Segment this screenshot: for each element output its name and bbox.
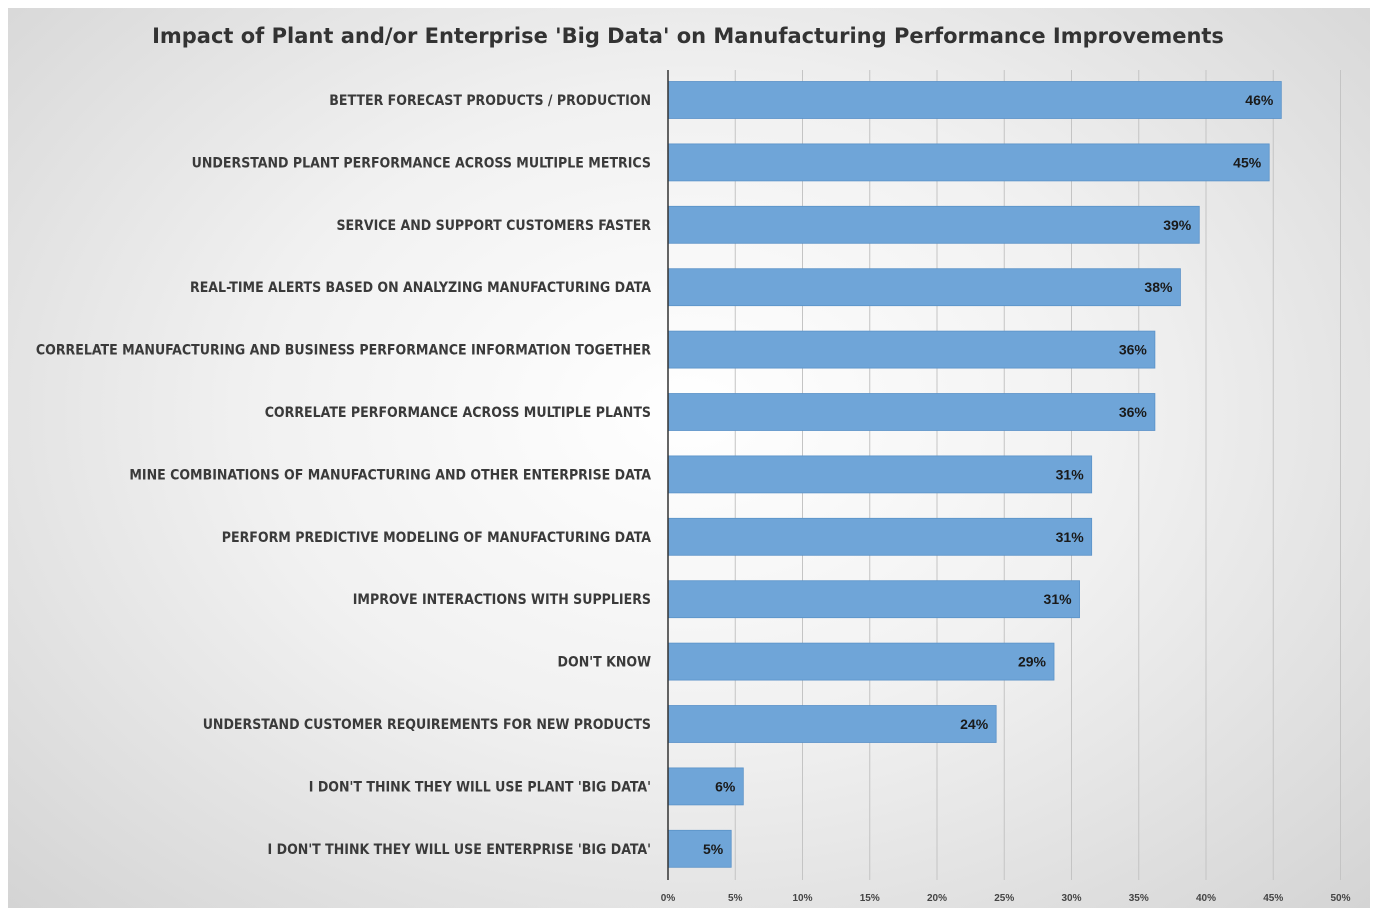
category-label: BETTER FORECAST PRODUCTS / PRODUCTION [329, 93, 651, 109]
bar [667, 268, 1181, 307]
bar-value-label: 38% [1144, 279, 1173, 295]
bar-value-label: 31% [1044, 591, 1073, 607]
category-label: MINE COMBINATIONS OF MANUFACTURING AND O… [129, 467, 651, 483]
chart-frame: Impact of Plant and/or Enterprise 'Big D… [8, 8, 1370, 908]
bars: 46% 45% 39% 38% 36% 36% 31% 31% 31% 29% 24% 6% 5% [667, 81, 1282, 868]
bar-value-label: 31% [1056, 466, 1085, 482]
x-tick-label: 30% [1061, 893, 1081, 904]
bar-value-label: 5% [703, 841, 724, 857]
x-tick-label: 0% [661, 893, 676, 904]
bar [667, 642, 1055, 681]
bar [667, 393, 1156, 431]
category-label: I DON'T THINK THEY WILL USE ENTERPRISE '… [268, 842, 651, 858]
chart-title: Impact of Plant and/or Enterprise 'Big D… [152, 24, 1224, 48]
x-tick-label: 40% [1196, 893, 1216, 904]
bar-value-label: 6% [715, 778, 736, 794]
bar-chart: Impact of Plant and/or Enterprise 'Big D… [36, 24, 1351, 904]
category-label: SERVICE AND SUPPORT CUSTOMERS FASTER [336, 218, 651, 234]
category-label: IMPROVE INTERACTIONS WITH SUPPLIERS [353, 592, 651, 608]
bar [667, 767, 744, 806]
bar-value-label: 31% [1056, 529, 1085, 545]
category-label: CORRELATE MANUFACTURING AND BUSINESS PER… [36, 343, 651, 359]
category-label: DON'T KNOW [558, 655, 652, 671]
bar [667, 205, 1200, 244]
x-tick-label: 25% [994, 893, 1014, 904]
x-tick-label: 50% [1330, 893, 1350, 904]
x-tick-label: 45% [1263, 893, 1283, 904]
bar-value-label: 46% [1245, 92, 1274, 108]
bar-value-label: 24% [960, 716, 989, 732]
category-labels: BETTER FORECAST PRODUCTS / PRODUCTION UND… [36, 93, 651, 858]
category-label: UNDERSTAND CUSTOMER REQUIREMENTS FOR NEW… [203, 717, 651, 733]
category-label: I DON'T THINK THEY WILL USE PLANT 'BIG D… [309, 779, 651, 795]
bar-value-label: 36% [1119, 342, 1148, 358]
x-tick-label: 10% [792, 893, 812, 904]
bar [667, 330, 1156, 369]
x-axis-tick-labels: 0% 5% 10% 15% 20% 25% 30% 35% 40% 45% 50% [661, 893, 1351, 904]
x-tick-label: 15% [860, 893, 880, 904]
x-tick-label: 35% [1129, 893, 1149, 904]
category-label: CORRELATE PERFORMANCE ACROSS MULTIPLE PL… [265, 405, 651, 421]
category-label: UNDERSTAND PLANT PERFORMANCE ACROSS MULT… [192, 155, 651, 171]
bar-value-label: 36% [1119, 404, 1148, 420]
bar [667, 705, 997, 743]
category-label: PERFORM PREDICTIVE MODELING OF MANUFACTU… [222, 530, 651, 546]
x-tick-label: 5% [728, 893, 743, 904]
bar-value-label: 45% [1233, 154, 1262, 170]
x-tick-label: 20% [927, 893, 947, 904]
bar [667, 517, 1093, 556]
bar [667, 81, 1282, 119]
bar-value-label: 39% [1163, 217, 1192, 233]
bar [667, 143, 1270, 182]
bar [667, 455, 1093, 494]
category-label: REAL-TIME ALERTS BASED ON ANALYZING MANU… [190, 280, 651, 296]
bar-value-label: 29% [1018, 654, 1047, 670]
bar [667, 580, 1080, 619]
